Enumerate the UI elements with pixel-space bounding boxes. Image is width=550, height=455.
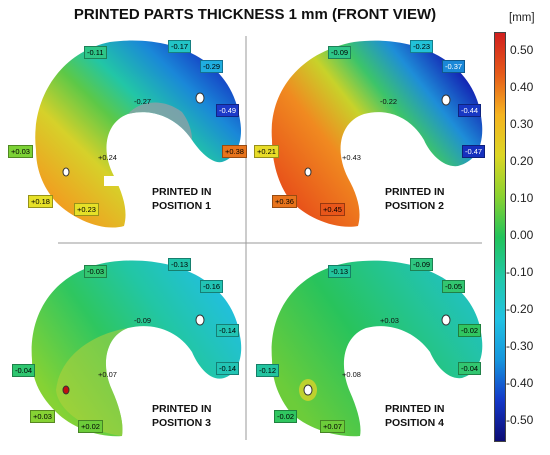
panel-2-label-line2: POSITION 2 xyxy=(385,200,444,212)
panel-3-tag: +0.02 xyxy=(78,420,103,433)
panel-2-tag: +0.21 xyxy=(254,145,279,158)
panel-4-label: PRINTED IN POSITION 4 xyxy=(385,402,445,430)
panel-4-tag: -0.02 xyxy=(274,410,298,423)
panel-1-label-line1: PRINTED IN xyxy=(152,186,212,198)
panel-3-tag: +0.03 xyxy=(30,410,55,423)
panel-4-tag: -0.05 xyxy=(442,280,466,293)
panel-4-tag: -0.13 xyxy=(328,265,352,278)
panel-4-tag: -0.02 xyxy=(458,324,482,337)
colorbar-tick: -0.20 xyxy=(506,302,534,316)
panel-1-tag: -0.11 xyxy=(84,46,107,59)
panel-3-tag: -0.03 xyxy=(84,265,108,278)
panel-3-label: PRINTED IN POSITION 3 xyxy=(152,402,212,430)
panel-4-label-line1: PRINTED IN xyxy=(385,403,445,415)
panel-2-tag: -0.44 xyxy=(458,104,482,117)
panel-1-tag: -0.17 xyxy=(168,40,192,53)
panel-3-tag: -0.04 xyxy=(12,364,36,377)
panel-4-inline: +0.08 xyxy=(342,370,361,379)
panel-4-inline: +0.03 xyxy=(380,316,399,325)
panel-2-inline: -0.22 xyxy=(380,97,398,106)
part-map-position-2 xyxy=(271,40,483,227)
panel-2-label: PRINTED IN POSITION 2 xyxy=(385,185,445,213)
colorbar-tick: 0.20 xyxy=(510,154,534,168)
panel-3-tag: -0.14 xyxy=(216,362,240,375)
colorbar-tick: -0.40 xyxy=(506,376,534,390)
panel-3-tag: -0.13 xyxy=(168,258,192,271)
panel-3-inline: +0.07 xyxy=(98,370,117,379)
panel-1-tag: +0.18 xyxy=(28,195,53,208)
panel-3-tag: -0.14 xyxy=(216,324,240,337)
colorbar-tick: 0.40 xyxy=(510,80,534,94)
panel-2-tag: -0.37 xyxy=(442,60,466,73)
colorbar-tick: 0.00 xyxy=(510,228,534,242)
panel-2-tag: -0.09 xyxy=(328,46,352,59)
panel-4-tag: -0.09 xyxy=(410,258,434,271)
part-map-position-4 xyxy=(271,260,483,437)
panel-4-tag: +0.07 xyxy=(320,420,345,433)
colorbar-tick: 0.10 xyxy=(510,191,534,205)
colorbar-tick: 0.50 xyxy=(510,43,534,57)
panel-2-tag: -0.23 xyxy=(410,40,434,53)
panel-4-tag: -0.12 xyxy=(256,364,280,377)
panel-3-inline: -0.09 xyxy=(134,316,152,325)
colorbar-tick: -0.50 xyxy=(506,413,534,427)
colorbar xyxy=(494,32,506,442)
panel-1-tag: -0.49 xyxy=(216,104,240,117)
colorbar-unit: [mm] xyxy=(509,12,535,24)
panel-1-label: PRINTED IN POSITION 1 xyxy=(152,185,212,213)
panel-1-tag: -0.29 xyxy=(200,60,224,73)
panel-2-inline: +0.43 xyxy=(342,153,361,162)
panel-1-tag: +0.03 xyxy=(8,145,33,158)
panel-2-tag: -0.47 xyxy=(462,145,486,158)
panel-1-inline: -0.27 xyxy=(134,97,152,106)
part-map-position-3 xyxy=(31,260,242,437)
part-map-position-1 xyxy=(35,40,242,228)
panel-1-label-line2: POSITION 1 xyxy=(152,200,211,212)
colorbar-tick: -0.30 xyxy=(506,339,534,353)
panel-3-label-line2: POSITION 3 xyxy=(152,417,211,429)
panel-3-tag: -0.16 xyxy=(200,280,224,293)
figure-title: PRINTED PARTS THICKNESS 1 mm (FRONT VIEW… xyxy=(73,6,437,23)
panel-4-label-line2: POSITION 4 xyxy=(385,417,444,429)
colorbar-tick: 0.30 xyxy=(510,117,534,131)
panel-4-tag: -0.04 xyxy=(458,362,482,375)
panel-1-inline: +0.24 xyxy=(98,153,117,162)
panel-3-label-line1: PRINTED IN xyxy=(152,403,212,415)
panel-1-tag: +0.38 xyxy=(222,145,247,158)
panel-2-tag: +0.36 xyxy=(272,195,297,208)
panel-2-tag: +0.45 xyxy=(320,203,345,216)
colorbar-tick: -0.10 xyxy=(506,265,534,279)
panel-2-label-line1: PRINTED IN xyxy=(385,186,445,198)
panel-1-tag: +0.23 xyxy=(74,203,99,216)
